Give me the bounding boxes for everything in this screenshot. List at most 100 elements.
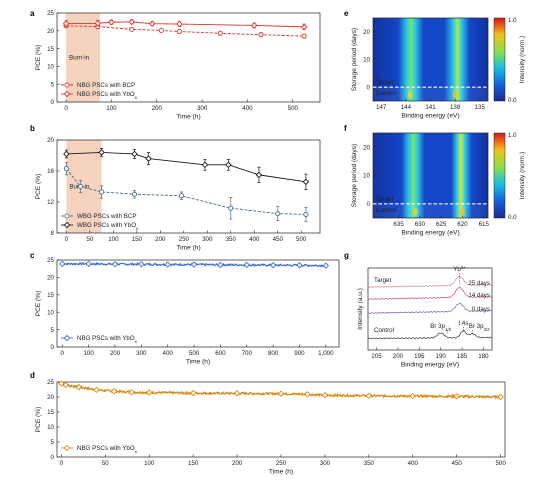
data-point <box>176 28 182 35</box>
panel-label-a: a <box>30 9 35 18</box>
legend-entry: NBG PSCs with YbOx <box>77 335 138 344</box>
data-point <box>63 150 70 158</box>
x-tick-label: 50 <box>86 236 93 243</box>
x-tick-label: 0 <box>64 105 68 112</box>
data-point <box>255 171 263 179</box>
x-tick-label: 0 <box>65 236 69 243</box>
control-label: Control <box>376 207 396 214</box>
plot-frame <box>56 259 340 348</box>
data-point <box>217 261 224 269</box>
i4s-label: I 4s <box>458 320 468 327</box>
panel-label-g: g <box>344 251 349 260</box>
data-point <box>301 33 307 39</box>
x-tick-label: 500 <box>288 105 299 112</box>
x-tick-label: 0 <box>61 350 65 357</box>
y-tick-label: 16 <box>47 168 54 175</box>
peak-hotspot <box>460 207 465 216</box>
x-tick-label: 630 <box>415 221 426 228</box>
legend-marker <box>63 444 71 452</box>
data-point <box>77 183 84 190</box>
data-point <box>251 22 258 29</box>
x-tick-label: 620 <box>457 221 468 228</box>
data-point <box>225 161 232 169</box>
x-tick-label: 400 <box>163 350 174 357</box>
data-point <box>164 261 171 268</box>
data-point <box>322 262 330 269</box>
x-tick-label: 100 <box>108 236 119 243</box>
y-tick-label: 10 <box>363 173 370 180</box>
x-tick-label: 600 <box>215 350 226 357</box>
series-0 <box>63 23 307 39</box>
x-tick-label: 100 <box>106 105 117 112</box>
y-axis-label: PCE (%) <box>35 174 42 200</box>
x-tick-label: 300 <box>197 105 208 112</box>
x-tick-label: 450 <box>452 460 463 467</box>
data-point <box>99 189 105 195</box>
panel-c: 0 100 200 300 400 500 600 700 800 900 1,000 0 5 10 15 2… <box>35 257 340 366</box>
data-point <box>128 18 136 26</box>
y-tick-label: 25 <box>47 379 54 386</box>
x-tick-label: 500 <box>189 350 200 357</box>
y-tick-label: 0 <box>367 201 371 208</box>
colorbar-min: 0.0 <box>508 214 517 221</box>
x-tick-label: 150 <box>188 460 199 467</box>
data-point <box>258 32 264 38</box>
x-tick-label: 50 <box>102 460 109 467</box>
y-tick-label: 10 <box>47 309 54 316</box>
x-tick-label: 0 <box>60 460 64 467</box>
x-tick-label: 300 <box>202 236 213 243</box>
burn-in-region <box>66 13 101 102</box>
x-tick-label: 195 <box>414 353 425 360</box>
legend-marker <box>63 334 71 342</box>
br-3p32-label: Br 3p3/2 <box>469 323 490 332</box>
data-point <box>228 205 234 211</box>
series-line <box>66 25 305 37</box>
data-point <box>296 261 303 269</box>
y-tick-label: 5 <box>51 81 55 88</box>
data-point <box>176 20 183 28</box>
yb-label: Yb3+ <box>453 265 466 274</box>
legend-entry: NBG PSCs with YbOx <box>77 91 138 100</box>
data-point <box>85 260 92 268</box>
x-tick-label: 141 <box>425 104 436 111</box>
x-tick-label: 135 <box>475 104 486 111</box>
series-0 <box>63 162 309 222</box>
x-tick-label: 185 <box>457 353 468 360</box>
data-point <box>190 261 198 268</box>
series-0 <box>58 380 504 401</box>
data-point <box>201 161 209 169</box>
y-axis-label: Storage period (days) <box>351 28 358 91</box>
x-tick-label: 300 <box>320 460 331 467</box>
peak-hotspot <box>413 207 418 216</box>
colorbar <box>493 132 506 219</box>
legend-marker <box>64 82 70 88</box>
data-point <box>94 20 102 27</box>
x-tick-label: 180 <box>478 353 489 360</box>
y-axis-label: Storage period (days) <box>351 144 358 207</box>
x-tick-label: 100 <box>144 460 155 467</box>
data-point <box>269 261 277 269</box>
data-point <box>75 383 83 391</box>
x-tick-label: 400 <box>408 460 419 467</box>
x-axis-label: Binding energy (eV) <box>401 113 459 120</box>
x-tick-label: 138 <box>450 104 461 111</box>
spectrum-line <box>367 330 493 340</box>
data-point <box>108 19 115 26</box>
y-tick-label: 25 <box>47 257 54 264</box>
panel-g: 205 200 195 190 185 180 Binding energy (eV) Int… <box>357 265 493 369</box>
plot-frame <box>367 267 493 351</box>
x-axis-label: Binding energy (eV) <box>401 230 459 237</box>
colorbar-max: 1.0 <box>508 17 517 24</box>
data-point <box>453 393 460 400</box>
series-line <box>66 151 306 183</box>
x-tick-label: 250 <box>276 460 287 467</box>
x-tick-label: 150 <box>132 236 143 243</box>
y-axis-label: PCE (%) <box>35 291 42 317</box>
y-axis-label: PCE (%) <box>35 45 42 71</box>
data-point <box>145 155 152 162</box>
data-point <box>217 30 223 36</box>
data-point <box>243 261 250 269</box>
data-point <box>138 260 145 268</box>
data-point <box>62 20 70 27</box>
panel-d: 0 50 100 150 200 250 300 350 400 450 500 0 5 10 15 20 25… <box>35 379 506 475</box>
